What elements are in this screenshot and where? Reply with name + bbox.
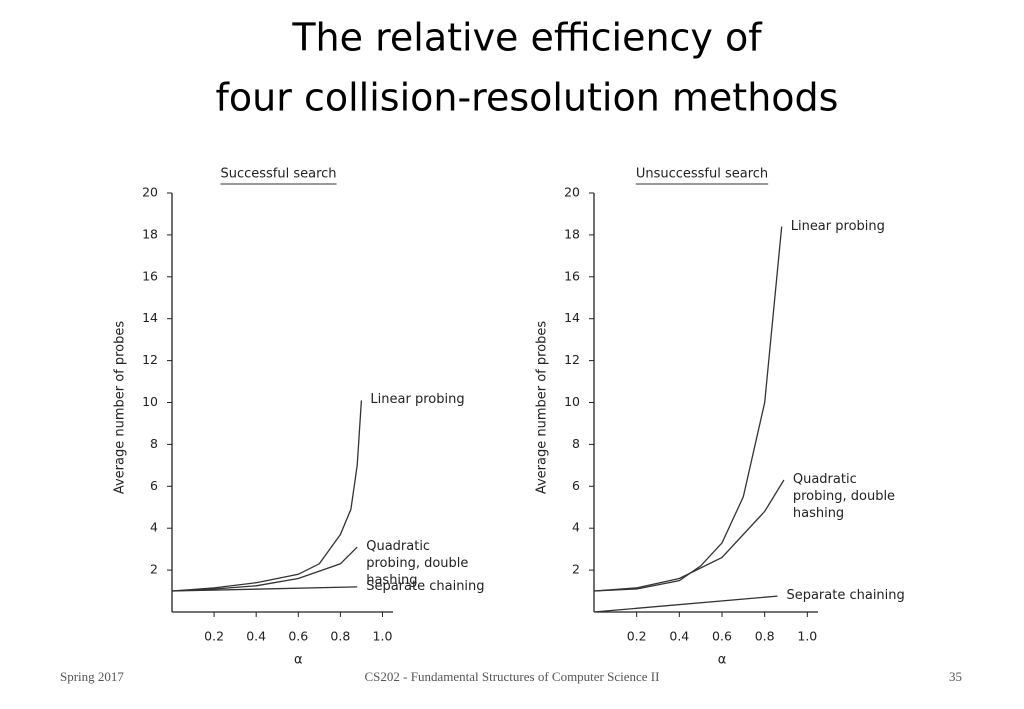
y-tick-label: 4 (572, 520, 580, 535)
y-tick-label: 12 (564, 352, 580, 367)
x-tick-label: 0.4 (669, 629, 689, 644)
slide-title: four collision-resolution methods (216, 76, 839, 120)
chart-title: Unsuccessful search (636, 167, 768, 182)
chart-title: Successful search (220, 167, 336, 182)
footer-right: 35 (949, 669, 962, 684)
y-axis-label: Average number of probes (113, 321, 128, 495)
y-tick-label: 14 (564, 310, 580, 325)
x-tick-label: 0.8 (755, 629, 775, 644)
x-tick-label: 0.4 (246, 629, 266, 644)
series-line (593, 479, 785, 592)
y-tick-label: 6 (572, 478, 580, 493)
footer-center: CS202 - Fundamental Structures of Comput… (365, 669, 660, 684)
x-tick-label: 0.8 (330, 629, 350, 644)
series-line (593, 226, 783, 592)
y-tick-label: 10 (142, 394, 158, 409)
x-tick-label: 0.6 (288, 629, 308, 644)
x-tick-label: 0.6 (712, 629, 732, 644)
y-tick-label: 18 (142, 226, 158, 241)
y-tick-label: 16 (564, 268, 580, 283)
series-line (171, 586, 358, 592)
x-tick-label: 1.0 (373, 629, 393, 644)
x-axis-label: α (294, 653, 303, 668)
y-axis-label: Average number of probes (535, 321, 550, 495)
x-axis-label: α (718, 653, 727, 668)
y-tick-label: 8 (572, 436, 580, 451)
series-line (171, 400, 363, 592)
series-label: Separate chaining (366, 578, 485, 594)
x-tick-label: 0.2 (204, 629, 224, 644)
series-label: Linear probing (790, 218, 885, 234)
series-label: Linear probing (370, 392, 465, 408)
footer-left: Spring 2017 (60, 669, 124, 684)
y-tick-label: 14 (142, 310, 158, 325)
y-tick-label: 12 (142, 352, 158, 367)
y-tick-label: 8 (150, 436, 158, 451)
y-tick-label: 4 (150, 520, 158, 535)
series-line (593, 595, 778, 613)
y-tick-label: 16 (142, 268, 158, 283)
y-tick-label: 20 (142, 185, 158, 200)
series-line (171, 546, 358, 592)
y-tick-label: 2 (150, 562, 158, 577)
x-tick-label: 1.0 (797, 629, 817, 644)
y-tick-label: 2 (572, 562, 580, 577)
series-label: Quadratic probing, double hashing (792, 472, 896, 521)
y-tick-label: 6 (150, 478, 158, 493)
y-tick-label: 20 (564, 185, 580, 200)
series-label: Separate chaining (786, 588, 905, 604)
slide-title: The relative efficiency of (291, 16, 763, 60)
series-label: Quadratic probing, double hashing (366, 539, 469, 589)
x-tick-label: 0.2 (627, 629, 647, 644)
y-tick-label: 18 (564, 226, 580, 241)
y-tick-label: 10 (564, 394, 580, 409)
